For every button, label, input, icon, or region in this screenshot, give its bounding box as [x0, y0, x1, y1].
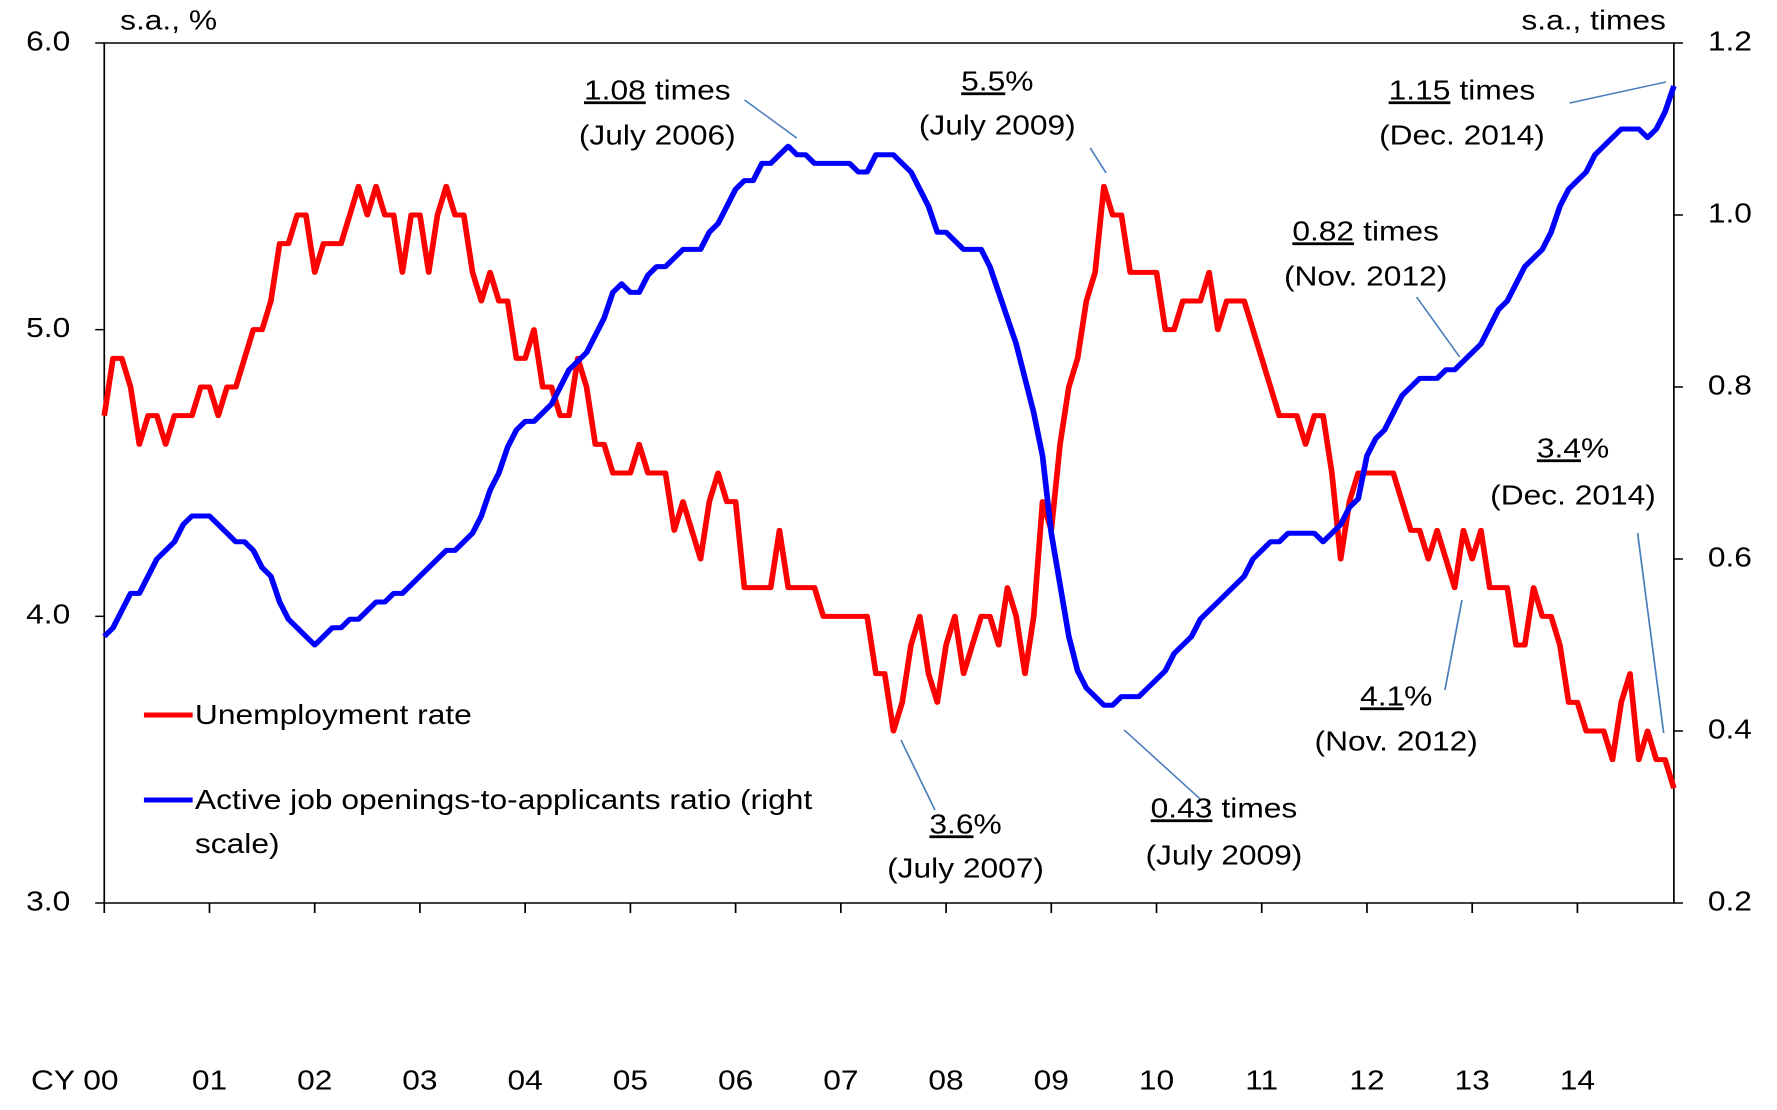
annotation-leader	[1123, 729, 1202, 801]
y-tick-label: 3.0	[26, 886, 70, 917]
x-tick-label: 02	[297, 1065, 332, 1096]
y-tick-label: 4.0	[26, 599, 70, 630]
annotation-unit: %	[1404, 681, 1432, 712]
annotation-unit: times	[1221, 793, 1297, 824]
annotation-leader	[1089, 147, 1107, 174]
y-tick-label: 5.0	[26, 313, 70, 344]
annotation-leader	[1636, 532, 1665, 734]
annotation-date: (Dec. 2014)	[1490, 480, 1656, 511]
annotation-unit: times	[1459, 75, 1535, 106]
annotation-unit: %	[1581, 433, 1609, 464]
annotation-number: 4.1	[1360, 681, 1404, 712]
annotation-number: 5.5	[961, 66, 1005, 97]
annotation-leader	[744, 99, 798, 139]
annotation-date: (Dec. 2014)	[1379, 120, 1545, 151]
y2-tick-label: 1.0	[1708, 198, 1752, 229]
x-tick-label: 06	[718, 1065, 753, 1096]
legend-label: Active job openings-to-applicants ratio …	[194, 784, 813, 859]
annotation-leader	[1569, 81, 1667, 104]
annotation-unit: times	[1363, 216, 1439, 247]
plot-frame	[103, 42, 1675, 904]
x-tick-label: 07	[823, 1065, 858, 1096]
x-tick-label: 01	[192, 1065, 227, 1096]
legend-entry: Active job openings-to-applicants ratio …	[194, 784, 813, 859]
x-tick-label: CY 00	[31, 1065, 119, 1096]
x-tick-label: 11	[1245, 1065, 1278, 1096]
annotation-number: 3.6	[929, 809, 973, 840]
annotation-value: 0.82 times	[1292, 216, 1439, 247]
annotation-date: (July 2009)	[1146, 840, 1303, 871]
annotation-number: 0.82	[1292, 216, 1354, 247]
x-tick-label: 09	[1034, 1065, 1069, 1096]
x-tick-label: 10	[1139, 1065, 1174, 1096]
series-line	[102, 85, 1677, 708]
x-tick-label: 08	[928, 1065, 963, 1096]
annotation-unit: %	[1005, 66, 1033, 97]
annotation-value: 1.15 times	[1389, 75, 1536, 106]
annotation-unit: times	[655, 75, 731, 106]
legend-label: Unemployment rate	[194, 699, 472, 730]
annotation-date: (July 2009)	[919, 110, 1076, 141]
annotation-number: 1.15	[1389, 75, 1451, 106]
annotation-value: 4.1%	[1360, 681, 1432, 712]
annotation-number: 3.4	[1537, 433, 1581, 464]
y2-tick-label: 0.4	[1708, 714, 1752, 745]
y2-tick-label: 1.2	[1708, 26, 1752, 57]
annotation-leader	[900, 739, 936, 811]
annotation-value: 3.4%	[1537, 433, 1609, 464]
x-tick-label: 14	[1560, 1065, 1595, 1096]
y-axis-label: s.a., %	[120, 5, 217, 36]
annotation-value: 5.5%	[961, 66, 1033, 97]
annotation-unit: %	[974, 809, 1002, 840]
x-tick-label: 05	[613, 1065, 648, 1096]
annotation-leader	[1415, 296, 1461, 358]
annotation-value: 1.08 times	[584, 75, 731, 106]
x-tick-label: 04	[508, 1065, 543, 1096]
x-tick-label: 03	[402, 1065, 437, 1096]
annotation-date: (July 2006)	[579, 120, 736, 151]
legend-entry: Unemployment rate	[194, 699, 472, 730]
annotation-number: 1.08	[584, 75, 646, 106]
y2-axis-label: s.a., times	[1521, 5, 1666, 36]
y2-tick-label: 0.6	[1708, 542, 1752, 573]
y2-tick-label: 0.8	[1708, 370, 1752, 401]
annotation-value: 0.43 times	[1151, 793, 1298, 824]
y2-tick-label: 0.2	[1708, 886, 1752, 917]
annotation-number: 0.43	[1151, 793, 1213, 824]
series-line	[101, 183, 1677, 789]
y-tick-label: 6.0	[26, 26, 70, 57]
annotation-date: (Nov. 2012)	[1284, 261, 1447, 292]
x-tick-label: 13	[1455, 1065, 1490, 1096]
annotation-date: (July 2007)	[887, 853, 1044, 884]
x-tick-label: 12	[1349, 1065, 1384, 1096]
annotation-value: 3.6%	[929, 809, 1001, 840]
annotation-date: (Nov. 2012)	[1315, 726, 1478, 757]
annotation-leader	[1444, 599, 1463, 691]
